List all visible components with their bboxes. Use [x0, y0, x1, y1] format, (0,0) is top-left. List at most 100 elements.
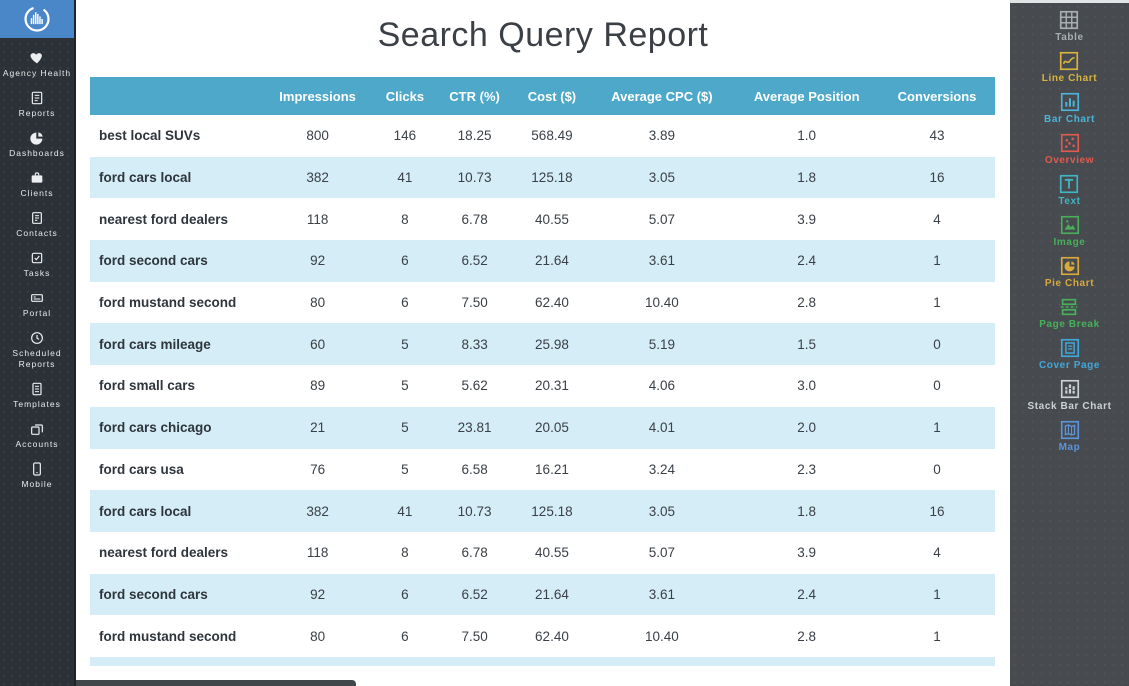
value-cell: 20.05 [535, 420, 569, 436]
widget-item-label: Page Break [1039, 319, 1100, 330]
widget-item-image[interactable]: Image [1054, 214, 1086, 248]
briefcase-icon [31, 172, 43, 183]
sidebar-item-templates[interactable]: Templates [0, 381, 75, 410]
query-cell: ford mustand second [99, 628, 237, 644]
bar-chart-icon [1059, 91, 1081, 113]
sidebar-item-mobile[interactable]: Mobile [0, 461, 75, 490]
value-cell: 6.52 [461, 253, 488, 269]
widget-item-bar-chart[interactable]: Bar Chart [1044, 91, 1095, 125]
stack-bar-chart-icon [1059, 378, 1081, 400]
query-cell: ford cars chicago [99, 420, 212, 436]
column-header-ctr-: CTR (%) [434, 77, 515, 115]
widget-item-label: Bar Chart [1044, 114, 1095, 125]
widget-item-label: Image [1053, 237, 1086, 248]
column-header-cost-: Cost ($) [514, 77, 590, 115]
value-cell: 4 [933, 545, 941, 561]
value-cell: 89 [310, 378, 326, 394]
widget-item-table[interactable]: Table [1055, 9, 1083, 43]
sidebar-item-reports[interactable]: Reports [0, 90, 75, 119]
widget-item-stack-bar-chart[interactable]: Stack Bar Chart [1027, 378, 1111, 412]
widget-item-page-break[interactable]: Page Break [1039, 296, 1099, 330]
page-title: Search Query Report [377, 16, 709, 54]
image-icon [1060, 215, 1079, 235]
value-cell: 3.05 [648, 170, 676, 186]
value-cell: 40.55 [535, 211, 569, 227]
sidebar-item-tasks[interactable]: Tasks [0, 250, 75, 279]
value-cell: 4.06 [648, 378, 676, 394]
table-row: ford second cars 92 6 6.52 21.64 3.61 2.4 1 [90, 573, 995, 616]
table-row: ford mustand second 80 6 7.50 62.40 10.40 2.8 1 [90, 282, 995, 324]
value-cell: 5.07 [648, 211, 676, 227]
value-cell: 5.19 [648, 336, 676, 352]
table-row: ford cars chicago 21 5 23.81 20.05 4.01 2.0 1 [90, 406, 995, 449]
value-cell: 80 [310, 295, 326, 311]
value-cell: 1.8 [797, 503, 817, 519]
report-table: Impressions Clicks CTR (%) Cost ($) Average … [90, 77, 995, 657]
column-header-conversions: Conversions [879, 77, 995, 115]
pie-icon [30, 132, 43, 145]
widget-item-label: Text [1058, 196, 1081, 207]
query-cell: ford cars mileage [99, 336, 211, 352]
mobile-icon [29, 461, 45, 477]
table-row: best local SUVs 800 146 18.25 568.49 3.89 1.0 4… [90, 115, 995, 157]
cover-page-icon [1059, 337, 1081, 359]
value-cell: 2.8 [797, 295, 817, 311]
widget-item-label: Overview [1044, 155, 1095, 166]
left-nav: Agency Health Reports Dashboards Clients Con… [0, 38, 74, 501]
report-table-widget[interactable]: Impressions Clicks CTR (%) Cost ($) Average … [90, 77, 995, 657]
widget-item-pie-chart[interactable]: Pie Chart [1045, 255, 1094, 289]
widget-item-map[interactable]: Map [1059, 419, 1081, 453]
value-cell: 1 [933, 586, 941, 602]
overview-icon [1060, 133, 1079, 153]
value-cell: 5.62 [461, 378, 488, 394]
sidebar-item-scheduled-reports[interactable]: Scheduled Reports [0, 330, 75, 370]
report-icon [29, 90, 45, 106]
sidebar-item-label: Templates [13, 399, 61, 409]
table-body: best local SUVs 800 146 18.25 568.49 3.89 1.0 4… [90, 115, 995, 657]
table-row: ford cars mileage 60 5 8.33 25.98 5.19 1.5 0 [90, 323, 995, 366]
sidebar-item-portal[interactable]: Portal [0, 290, 75, 319]
page-break-icon [1058, 296, 1080, 318]
value-cell: 41 [397, 503, 413, 519]
value-cell: 0 [933, 378, 941, 394]
line-chart-icon [1058, 50, 1080, 72]
widget-item-line-chart[interactable]: Line Chart [1042, 50, 1097, 84]
value-cell: 1.8 [797, 170, 817, 186]
value-cell: 16 [929, 503, 945, 519]
value-cell: 5.07 [648, 545, 676, 561]
query-cell: ford cars usa [99, 461, 184, 477]
widget-item-label: Table [1055, 32, 1084, 43]
clock-icon [31, 332, 43, 344]
value-cell: 3.9 [797, 545, 817, 561]
table-row: ford mustand second 80 6 7.50 62.40 10.40 2.8 1 [90, 615, 995, 657]
value-cell: 2.4 [797, 253, 817, 269]
value-cell: 6 [401, 586, 409, 602]
query-cell: ford second cars [99, 253, 208, 269]
value-cell: 2.8 [797, 628, 817, 644]
sidebar-item-label: Tasks [23, 268, 51, 278]
value-cell: 40.55 [535, 545, 569, 561]
image-icon [1059, 214, 1081, 236]
sidebar-item-contacts[interactable]: Contacts [0, 210, 75, 239]
sidebar-item-label: Mobile [21, 479, 53, 489]
sidebar-item-dashboards[interactable]: Dashboards [0, 130, 75, 159]
sidebar-item-label: Reports [18, 108, 56, 118]
sidebar-item-clients[interactable]: Clients [0, 170, 75, 199]
pie-chart-icon [1059, 255, 1081, 277]
bar-chart-icon [1060, 92, 1079, 112]
app-logo[interactable] [0, 0, 74, 38]
value-cell: 25.98 [535, 336, 569, 352]
sidebar-item-agency-health[interactable]: Agency Health [0, 50, 75, 79]
sidebar-item-accounts[interactable]: Accounts [0, 421, 75, 450]
clock-icon [29, 330, 45, 346]
widget-item-cover-page[interactable]: Cover Page [1039, 337, 1100, 371]
sidebar-item-label: Scheduled Reports [12, 348, 62, 369]
widget-item-text[interactable]: Text [1058, 173, 1080, 207]
column-header-average-position: Average Position [734, 77, 880, 115]
widget-item-overview[interactable]: Overview [1045, 132, 1094, 166]
query-cell: ford cars local [99, 170, 192, 186]
value-cell: 6.58 [461, 461, 488, 477]
value-cell: 5 [401, 461, 409, 477]
report-canvas: Search Query Report Impressions Clicks CTR… [76, 0, 1010, 686]
table-icon [1058, 9, 1080, 31]
